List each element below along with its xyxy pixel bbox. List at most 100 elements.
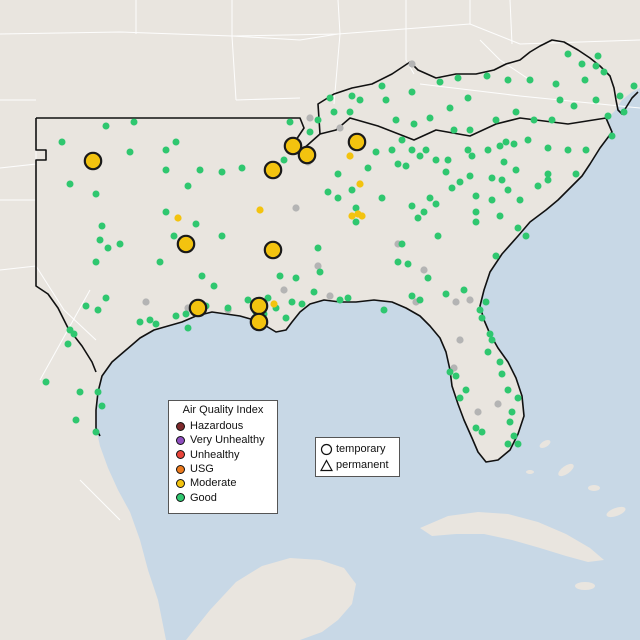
good-station-dot[interactable] (298, 300, 306, 308)
good-station-dot[interactable] (556, 96, 564, 104)
good-station-dot[interactable] (382, 96, 390, 104)
good-station-dot[interactable] (512, 108, 520, 116)
inactive-station-dot[interactable] (452, 298, 460, 306)
good-station-dot[interactable] (496, 212, 504, 220)
good-station-dot[interactable] (472, 192, 480, 200)
good-station-dot[interactable] (510, 432, 518, 440)
good-station-dot[interactable] (630, 82, 638, 90)
good-station-dot[interactable] (402, 162, 410, 170)
good-station-dot[interactable] (334, 194, 342, 202)
good-station-dot[interactable] (162, 166, 170, 174)
good-station-dot[interactable] (512, 166, 520, 174)
moderate-temporary-monitor[interactable] (263, 160, 283, 180)
good-station-dot[interactable] (508, 408, 516, 416)
good-station-dot[interactable] (92, 428, 100, 436)
good-station-dot[interactable] (432, 156, 440, 164)
good-station-dot[interactable] (544, 170, 552, 178)
good-station-dot[interactable] (514, 440, 522, 448)
inactive-station-dot[interactable] (314, 262, 322, 270)
inactive-station-dot[interactable] (306, 114, 314, 122)
good-station-dot[interactable] (244, 296, 252, 304)
inactive-station-dot[interactable] (474, 408, 482, 416)
good-station-dot[interactable] (94, 388, 102, 396)
moderate-temporary-monitor[interactable] (297, 145, 317, 165)
inactive-station-dot[interactable] (142, 298, 150, 306)
good-station-dot[interactable] (96, 236, 104, 244)
good-station-dot[interactable] (130, 118, 138, 126)
good-station-dot[interactable] (196, 166, 204, 174)
good-station-dot[interactable] (592, 62, 600, 70)
good-station-dot[interactable] (530, 116, 538, 124)
good-station-dot[interactable] (504, 76, 512, 84)
good-station-dot[interactable] (288, 298, 296, 306)
good-station-dot[interactable] (594, 52, 602, 60)
inactive-station-dot[interactable] (280, 286, 288, 294)
good-station-dot[interactable] (442, 168, 450, 176)
good-station-dot[interactable] (504, 386, 512, 394)
good-station-dot[interactable] (510, 140, 518, 148)
good-station-dot[interactable] (72, 416, 80, 424)
moderate-station-dot[interactable] (358, 212, 366, 220)
moderate-station-dot[interactable] (270, 300, 278, 308)
good-station-dot[interactable] (424, 274, 432, 282)
good-station-dot[interactable] (472, 208, 480, 216)
good-station-dot[interactable] (280, 156, 288, 164)
moderate-station-dot[interactable] (348, 212, 356, 220)
good-station-dot[interactable] (82, 302, 90, 310)
good-station-dot[interactable] (504, 186, 512, 194)
good-station-dot[interactable] (170, 232, 178, 240)
good-station-dot[interactable] (620, 108, 628, 116)
good-station-dot[interactable] (286, 118, 294, 126)
good-station-dot[interactable] (292, 274, 300, 282)
good-station-dot[interactable] (310, 288, 318, 296)
good-station-dot[interactable] (426, 114, 434, 122)
good-station-dot[interactable] (488, 196, 496, 204)
good-station-dot[interactable] (276, 272, 284, 280)
moderate-temporary-monitor[interactable] (249, 296, 269, 316)
good-station-dot[interactable] (454, 74, 462, 82)
inactive-station-dot[interactable] (336, 124, 344, 132)
good-station-dot[interactable] (524, 136, 532, 144)
good-station-dot[interactable] (408, 88, 416, 96)
good-station-dot[interactable] (460, 286, 468, 294)
good-station-dot[interactable] (330, 108, 338, 116)
moderate-station-dot[interactable] (346, 152, 354, 160)
good-station-dot[interactable] (582, 146, 590, 154)
good-station-dot[interactable] (478, 314, 486, 322)
good-station-dot[interactable] (162, 146, 170, 154)
good-station-dot[interactable] (70, 330, 78, 338)
good-station-dot[interactable] (478, 428, 486, 436)
good-station-dot[interactable] (398, 240, 406, 248)
good-station-dot[interactable] (136, 318, 144, 326)
good-station-dot[interactable] (426, 194, 434, 202)
moderate-temporary-monitor[interactable] (249, 312, 269, 332)
good-station-dot[interactable] (581, 76, 589, 84)
good-station-dot[interactable] (182, 310, 190, 318)
good-station-dot[interactable] (408, 292, 416, 300)
good-station-dot[interactable] (446, 104, 454, 112)
good-station-dot[interactable] (464, 94, 472, 102)
good-station-dot[interactable] (452, 372, 460, 380)
good-station-dot[interactable] (380, 306, 388, 314)
good-station-dot[interactable] (416, 152, 424, 160)
good-station-dot[interactable] (94, 306, 102, 314)
good-station-dot[interactable] (552, 80, 560, 88)
good-station-dot[interactable] (498, 176, 506, 184)
good-station-dot[interactable] (608, 132, 616, 140)
good-station-dot[interactable] (544, 176, 552, 184)
good-station-dot[interactable] (410, 120, 418, 128)
good-station-dot[interactable] (394, 160, 402, 168)
good-station-dot[interactable] (172, 312, 180, 320)
moderate-temporary-monitor[interactable] (188, 298, 208, 318)
inactive-station-dot[interactable] (292, 204, 300, 212)
good-station-dot[interactable] (352, 204, 360, 212)
good-station-dot[interactable] (58, 138, 66, 146)
good-station-dot[interactable] (570, 102, 578, 110)
good-station-dot[interactable] (76, 388, 84, 396)
good-station-dot[interactable] (496, 358, 504, 366)
good-station-dot[interactable] (316, 268, 324, 276)
good-station-dot[interactable] (432, 200, 440, 208)
good-station-dot[interactable] (534, 182, 542, 190)
good-station-dot[interactable] (522, 232, 530, 240)
